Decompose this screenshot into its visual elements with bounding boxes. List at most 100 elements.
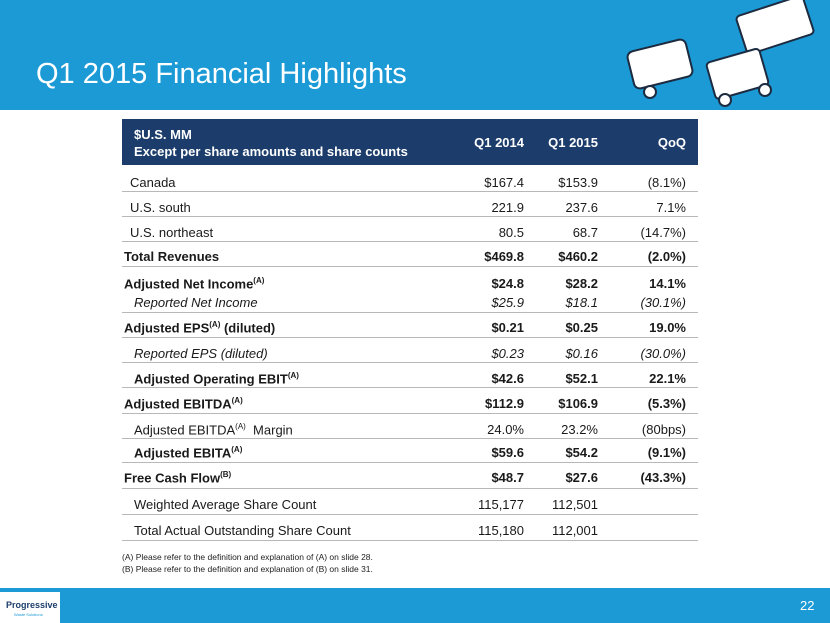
cell: (30.0%) [640,346,686,361]
truck-illustration [626,0,815,107]
cell: $42.6 [491,371,524,386]
row-label: U.S. south [130,200,191,215]
row-label: Adjusted Operating EBIT(A) [134,371,299,386]
footnote-ref: (A) [231,445,243,454]
row-label: Weighted Average Share Count [134,497,316,512]
row-rule [122,413,698,414]
cell: $460.2 [558,249,598,264]
unit: $U.S. MM [134,127,192,142]
label: Adjusted Net Income [124,276,254,292]
cell: 112,501 [551,497,598,512]
cell: $153.9 [558,175,598,190]
cell: (14.7%) [640,225,686,240]
label: Reported EPS (diluted) [134,346,268,361]
footer-band [0,588,830,623]
column-header: Q1 2015 [548,135,598,150]
label: Adjusted EBITA [134,445,232,461]
table-header: $U.S. MM Except per share amounts and sh… [122,119,698,165]
cell: 23.2% [561,422,598,437]
label: U.S. south [130,200,191,215]
cell: (80bps) [641,422,686,437]
cell: (43.3%) [640,470,686,485]
cell: 115,180 [477,523,524,538]
cell: $0.23 [491,346,524,361]
row-rule [122,191,698,192]
logo-sub: Waste Solutions [14,612,43,617]
logo: Progressive [6,600,58,610]
footnote-ref: (A) [253,276,265,285]
footnote: (A) Please refer to the definition and e… [122,552,373,562]
footnote-ref: (A) [209,320,221,329]
cell: $469.8 [484,249,524,264]
cell: $52.1 [565,371,598,386]
slide-title: Q1 2015 Financial Highlights [36,58,407,90]
row-label: Reported Net Income [134,295,258,310]
cell: 19.0% [649,320,686,335]
row-rule [122,337,698,338]
row-label: Total Actual Outstanding Share Count [134,523,351,538]
row-label: Reported EPS (diluted) [134,346,268,361]
label: Adjusted EPS [124,320,210,336]
row-rule [122,540,698,541]
cell: 112,001 [551,523,598,538]
cell: $0.25 [565,320,598,335]
cell: $59.6 [491,445,524,460]
footnote-ref: (A) [287,371,299,380]
cell: (9.1%) [647,445,686,460]
footnote-ref: (A) [231,396,243,405]
row-rule [122,266,698,267]
footnote: (B) Please refer to the definition and e… [122,564,373,574]
cell: $54.2 [565,445,598,460]
cell: 22.1% [649,371,686,386]
cell: 115,177 [477,497,524,512]
label: Weighted Average Share Count [134,497,317,512]
row-label: Adjusted EBITDA(A) [124,396,243,411]
cell: $0.21 [491,320,524,335]
cell: (2.0%) [647,249,686,264]
column-header: QoQ [657,135,686,150]
row-rule [122,462,698,463]
row-rule [122,514,698,515]
label: Reported Net Income [134,295,258,310]
cell: 68.7 [572,225,598,240]
row-label: Free Cash Flow(B) [124,470,231,485]
cell: (8.1%) [647,175,686,190]
page-number: 22 [800,598,815,613]
title-band [0,0,830,110]
column-header: Q1 2014 [474,135,524,150]
cell: $28.2 [565,276,598,291]
cell: (30.1%) [640,295,686,310]
unit-note: Except per share amounts and share count… [134,144,408,159]
cell: $112.9 [484,396,524,411]
row-rule [122,216,698,217]
label: Canada [130,175,176,190]
cell: 221.9 [491,200,524,215]
row-rule [122,438,698,439]
cell: $106.9 [558,396,598,411]
row-rule [122,362,698,363]
label: Total Revenues [124,249,220,264]
row-label: Adjusted EBITDA(A) Margin [134,422,293,437]
cell: $27.6 [565,470,598,485]
label: Adjusted EBITDA [124,396,232,412]
logo-box: Progressive Waste Solutions [0,592,60,623]
cell: 24.0% [487,422,524,437]
cell: 237.6 [565,200,598,215]
cell: $24.8 [491,276,524,291]
label: U.S. northeast [130,225,214,240]
row-label: U.S. northeast [130,225,213,240]
cell: $0.16 [565,346,598,361]
label-suffix: Margin [245,422,293,438]
row-rule [122,312,698,313]
cell: 80.5 [498,225,524,240]
cell: $25.9 [491,295,524,310]
cell: $167.4 [484,175,524,190]
label-suffix: (diluted) [220,320,276,336]
row-label: Total Revenues [124,249,219,264]
cell: $18.1 [565,295,598,310]
label: Free Cash Flow [124,470,221,486]
row-label: Adjusted Net Income(A) [124,276,264,291]
row-label: Adjusted EPS(A) (diluted) [124,320,275,335]
row-label: Adjusted EBITA(A) [134,445,242,460]
